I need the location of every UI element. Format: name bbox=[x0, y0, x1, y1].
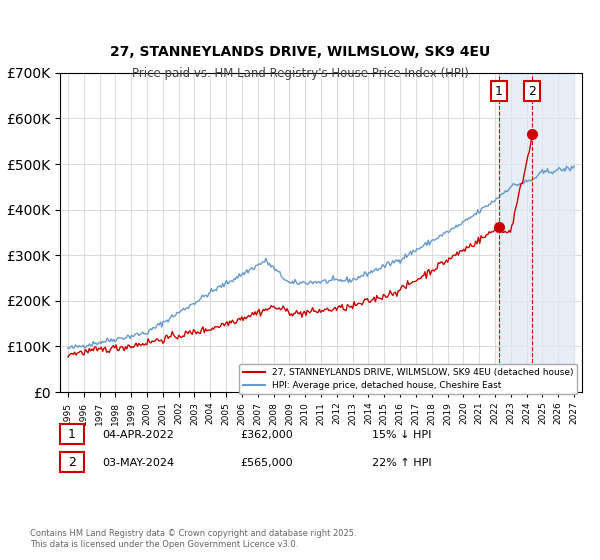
Legend: 27, STANNEYLANDS DRIVE, WILMSLOW, SK9 4EU (detached house), HPI: Average price, : 27, STANNEYLANDS DRIVE, WILMSLOW, SK9 4E… bbox=[239, 364, 577, 394]
Text: 22% ↑ HPI: 22% ↑ HPI bbox=[372, 458, 431, 468]
Text: Price paid vs. HM Land Registry's House Price Index (HPI): Price paid vs. HM Land Registry's House … bbox=[131, 67, 469, 80]
Text: 2: 2 bbox=[68, 456, 76, 469]
Text: 1: 1 bbox=[495, 85, 503, 97]
Text: 03-MAY-2024: 03-MAY-2024 bbox=[102, 458, 174, 468]
Bar bbox=[499, 73, 574, 392]
Text: 27, STANNEYLANDS DRIVE, WILMSLOW, SK9 4EU: 27, STANNEYLANDS DRIVE, WILMSLOW, SK9 4E… bbox=[110, 45, 490, 59]
Text: £362,000: £362,000 bbox=[240, 430, 293, 440]
Text: £565,000: £565,000 bbox=[240, 458, 293, 468]
Text: Contains HM Land Registry data © Crown copyright and database right 2025.
This d: Contains HM Land Registry data © Crown c… bbox=[30, 529, 356, 549]
Text: 1: 1 bbox=[68, 428, 76, 441]
Text: 15% ↓ HPI: 15% ↓ HPI bbox=[372, 430, 431, 440]
Text: 04-APR-2022: 04-APR-2022 bbox=[102, 430, 174, 440]
Text: 2: 2 bbox=[528, 85, 536, 97]
